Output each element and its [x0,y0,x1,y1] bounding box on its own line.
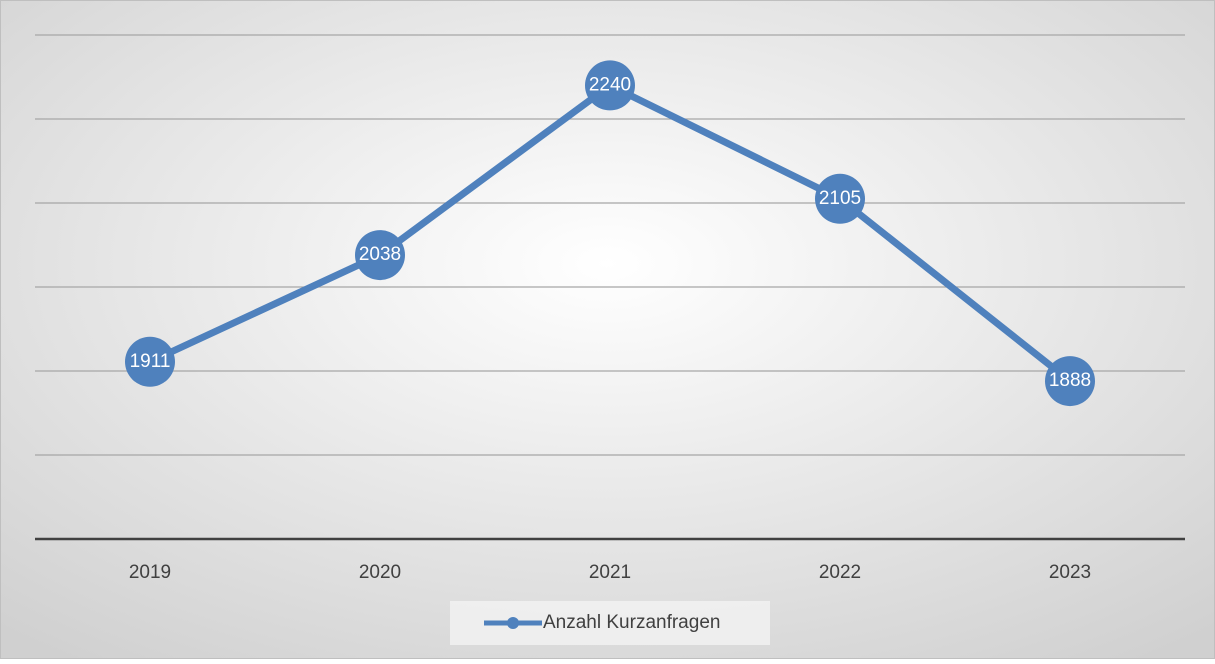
x-tick-label: 2020 [359,562,401,583]
x-tick-label: 2022 [819,562,861,583]
data-label: 1911 [130,351,171,372]
data-label: 2105 [819,188,861,209]
data-label: 2240 [589,74,631,95]
x-tick-label: 2019 [129,562,171,583]
x-tick-label: 2023 [1049,562,1091,583]
legend-marker [507,617,519,629]
legend-label: Anzahl Kurzanfragen [543,612,720,633]
x-tick-label: 2021 [589,562,631,583]
data-label: 1888 [1049,370,1091,391]
marker [585,60,635,111]
marker [815,173,865,224]
marker [125,336,175,387]
marker [1045,356,1095,407]
marker [355,230,405,281]
data-label: 2038 [359,244,401,265]
